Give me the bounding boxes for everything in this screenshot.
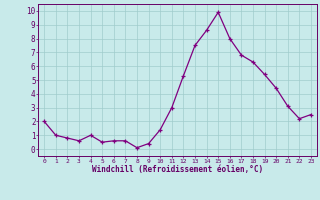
X-axis label: Windchill (Refroidissement éolien,°C): Windchill (Refroidissement éolien,°C) [92, 165, 263, 174]
